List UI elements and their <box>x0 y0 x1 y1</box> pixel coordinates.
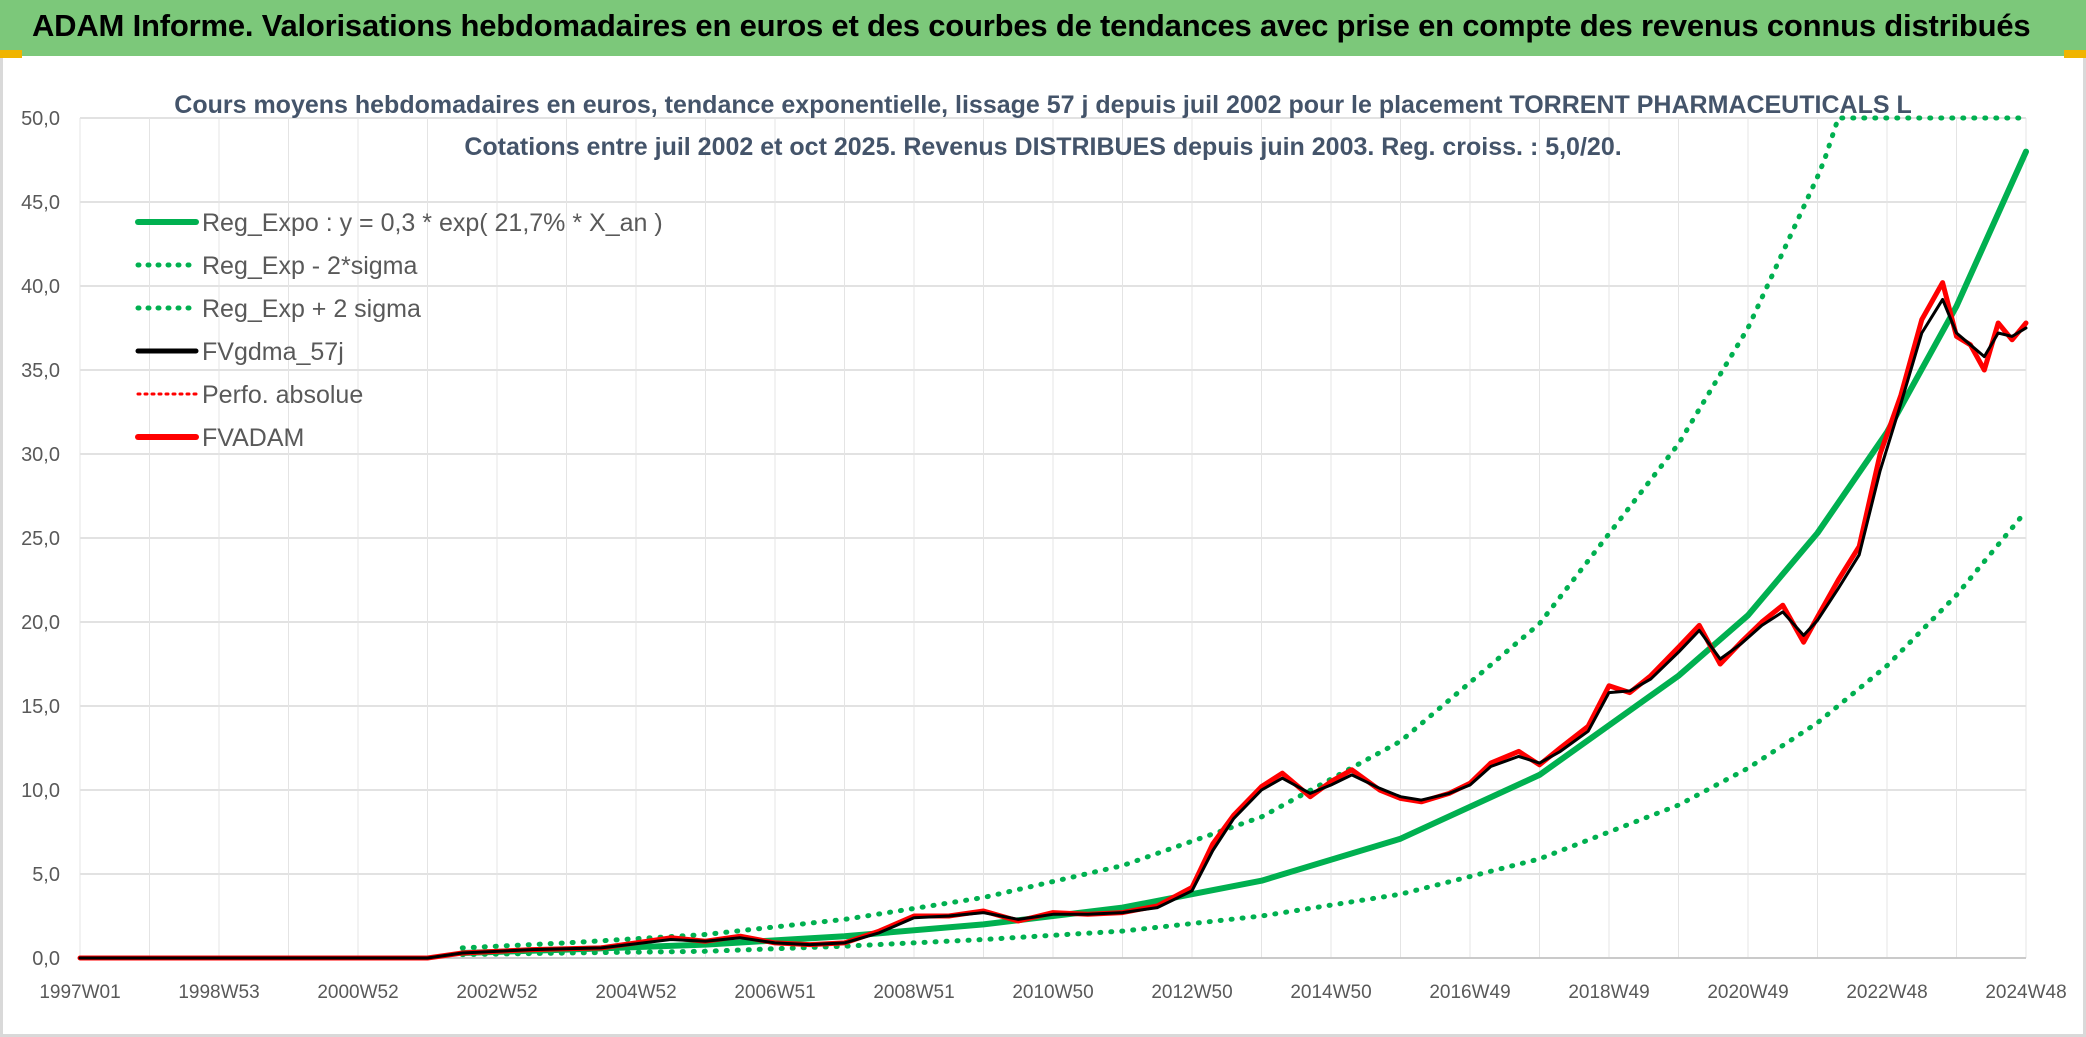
y-axis: 0,0 5,0 10,0 15,0 20,0 25,0 30,0 35,0 40,0 45,0 50… <box>21 108 60 970</box>
y-tick-label: 30,0 <box>21 444 60 466</box>
series-reg-exp-2-sigma <box>459 115 2029 951</box>
legend-label: Reg_Exp + 2 sigma <box>202 295 421 323</box>
x-tick-label: 2024W48 <box>1985 982 2066 1003</box>
banner-accent-right <box>2064 50 2086 58</box>
series-reg-expo <box>459 148 2029 956</box>
legend-label: Perfo. absolue <box>202 381 363 409</box>
x-tick-label: 2014W50 <box>1290 982 1371 1003</box>
legend: Reg_Expo : y = 0,3 * exp( 21,7% * X_an )… <box>135 209 663 452</box>
y-tick-label: 5,0 <box>32 864 60 886</box>
x-tick-label: 2006W51 <box>734 982 815 1003</box>
y-tick-label: 0,0 <box>32 948 60 970</box>
chart-title: Cours moyens hebdomadaires en euros, ten… <box>174 91 1911 119</box>
x-tick-label: 2016W49 <box>1429 982 1510 1003</box>
banner-accent-left <box>0 50 22 58</box>
gridlines <box>79 117 2027 959</box>
legend-label: FVgdma_57j <box>202 338 344 366</box>
report-banner: ADAM Informe. Valorisations hebdomadaire… <box>0 0 2086 56</box>
x-tick-label: 2002W52 <box>456 982 537 1003</box>
x-tick-label: 2018W49 <box>1568 982 1649 1003</box>
y-tick-label: 50,0 <box>21 108 60 130</box>
series-fvgdma-57j <box>78 297 2028 960</box>
x-tick-label: 2008W51 <box>873 982 954 1003</box>
legend-label: Reg_Expo : y = 0,3 * exp( 21,7% * X_an ) <box>202 209 663 237</box>
x-tick-label: 2022W48 <box>1846 982 1927 1003</box>
y-tick-label: 40,0 <box>21 276 60 298</box>
legend-label: FVADAM <box>202 424 304 452</box>
y-tick-label: 10,0 <box>21 780 60 802</box>
y-tick-label: 15,0 <box>21 696 60 718</box>
x-tick-label: 2004W52 <box>595 982 676 1003</box>
y-tick-label: 25,0 <box>21 528 60 550</box>
x-axis: 1997W01 1998W53 2000W52 2002W52 2004W52 2006W… <box>39 957 2067 1003</box>
y-tick-label: 20,0 <box>21 612 60 634</box>
chart-subtitle: Cotations entre juil 2002 et oct 2025. R… <box>464 133 1621 161</box>
legend-label: Reg_Exp - 2*sigma <box>202 252 417 280</box>
x-tick-label: 2010W50 <box>1012 982 1093 1003</box>
plot-area <box>77 115 2029 961</box>
x-tick-label: 2000W52 <box>317 982 398 1003</box>
x-tick-label: 2012W50 <box>1151 982 1232 1003</box>
x-tick-label: 1998W53 <box>178 982 259 1003</box>
y-tick-label: 45,0 <box>21 192 60 214</box>
series-reg-exp-2-sigma <box>459 508 2029 958</box>
y-tick-label: 35,0 <box>21 360 60 382</box>
x-tick-label: 2020W49 <box>1707 982 1788 1003</box>
x-tick-label: 1997W01 <box>39 982 120 1003</box>
report-title: ADAM Informe. Valorisations hebdomadaire… <box>32 8 2031 43</box>
